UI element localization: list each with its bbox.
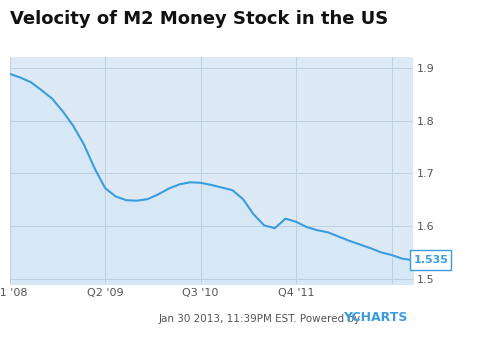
- Text: Velocity of M2 Money Stock in the US: Velocity of M2 Money Stock in the US: [10, 10, 388, 28]
- Text: 1.535: 1.535: [413, 255, 448, 265]
- Text: YCHARTS: YCHARTS: [343, 312, 408, 324]
- Text: Jan 30 2013, 11:39PM EST. Powered by: Jan 30 2013, 11:39PM EST. Powered by: [158, 314, 364, 324]
